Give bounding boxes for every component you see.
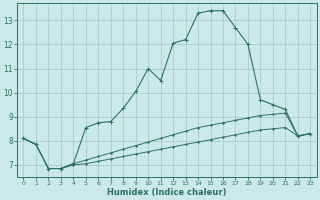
X-axis label: Humidex (Indice chaleur): Humidex (Indice chaleur) (107, 188, 227, 197)
